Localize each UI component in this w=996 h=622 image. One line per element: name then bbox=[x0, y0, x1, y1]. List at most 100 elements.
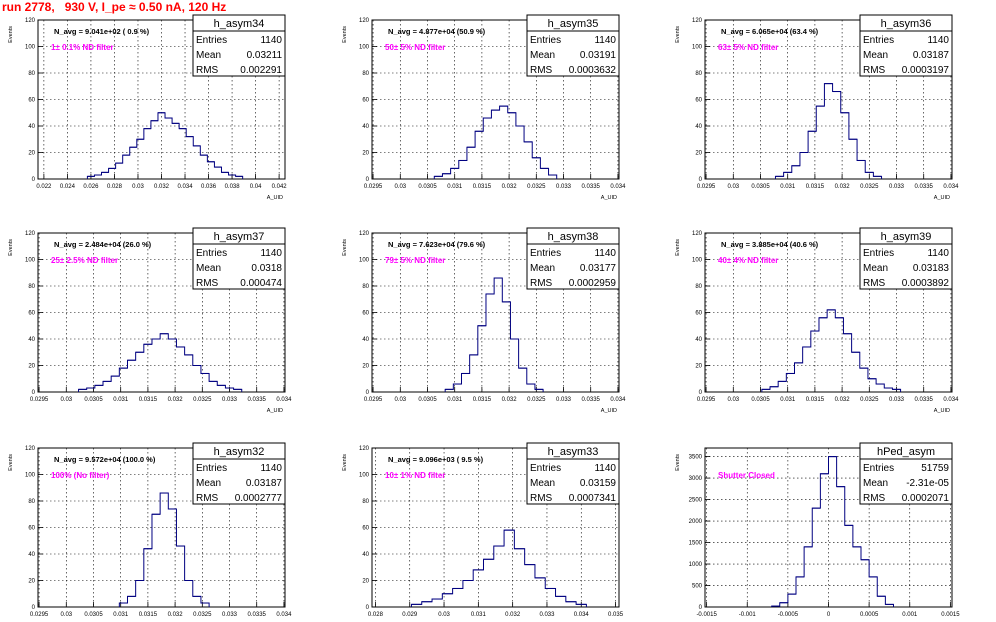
y-tick-label: 3000 bbox=[689, 476, 703, 482]
x-tick-label: 0.033 bbox=[556, 184, 572, 190]
stats-value: 0.0003892 bbox=[902, 278, 950, 289]
stats-title: h_asym35 bbox=[548, 18, 599, 30]
x-tick-label: 0.0335 bbox=[248, 612, 267, 618]
x-tick-label: 0.03 bbox=[394, 397, 406, 403]
stats-box bbox=[859, 14, 953, 77]
stats-value: 0.0007341 bbox=[569, 493, 617, 504]
stats-label: Mean bbox=[863, 50, 888, 61]
stats-label: Entries bbox=[530, 248, 561, 259]
y-tick-label: 100 bbox=[359, 258, 370, 264]
x-tick-label: 0.0295 bbox=[697, 397, 716, 403]
y-tick-label: 100 bbox=[359, 473, 370, 479]
filter-label: 25± 2.5% ND filter bbox=[51, 256, 118, 265]
y-tick-label: 120 bbox=[692, 231, 703, 237]
x-tick-label: 0.034 bbox=[610, 397, 626, 403]
stats-label: RMS bbox=[196, 65, 219, 76]
stats-value: 1140 bbox=[594, 463, 616, 474]
histogram-line bbox=[774, 83, 883, 179]
stats-value: 0.002291 bbox=[240, 65, 282, 76]
y-tick-label: 80 bbox=[695, 284, 702, 290]
y-tick-label: 0 bbox=[32, 177, 36, 183]
stats-value: 0.03191 bbox=[580, 50, 617, 61]
x-tick-label: 0.0325 bbox=[860, 397, 879, 403]
histogram-panel: 0.028 0.029 0.03 0.031 0.032 0.033 0.034 0.035 0… bbox=[342, 442, 624, 618]
stats-label: Entries bbox=[530, 463, 561, 474]
stats-title: h_asym39 bbox=[881, 231, 932, 243]
x-axis-label: A_UID bbox=[934, 195, 950, 201]
x-axis-label: A_UID bbox=[601, 195, 617, 201]
stats-title: h_asym33 bbox=[548, 446, 599, 458]
y-tick-label: 20 bbox=[695, 364, 702, 370]
stats-label: Mean bbox=[863, 263, 888, 274]
y-tick-label: 20 bbox=[362, 579, 369, 585]
y-tick-label: 100 bbox=[692, 258, 703, 264]
x-tick-label: 0.026 bbox=[83, 184, 99, 190]
x-tick-label: 0.031 bbox=[447, 397, 463, 403]
filter-label: 50± 5% ND filter bbox=[385, 43, 445, 52]
stats-value: 0.03211 bbox=[247, 50, 283, 61]
x-tick-label: 0.033 bbox=[556, 397, 572, 403]
stats-value: 0.03187 bbox=[246, 478, 283, 489]
x-tick-label: 0.0295 bbox=[364, 184, 383, 190]
y-tick-label: 80 bbox=[28, 284, 35, 290]
y-tick-label: 60 bbox=[362, 526, 369, 532]
x-tick-label: 0.0325 bbox=[860, 184, 879, 190]
navg-label: N_avg = 9.096e+03 ( 9.5 %) bbox=[388, 455, 484, 464]
x-tick-label: -0.0015 bbox=[696, 612, 717, 618]
y-tick-label: 120 bbox=[25, 18, 36, 24]
y-axis-label: Events bbox=[342, 239, 348, 256]
stats-title: h_asym36 bbox=[881, 18, 932, 30]
x-tick-label: 0.0305 bbox=[751, 397, 770, 403]
navg-label: N_avg = 7.623e+04 (79.6 %) bbox=[388, 240, 486, 249]
x-tick-label: 0.0305 bbox=[751, 184, 770, 190]
x-tick-label: 0.031 bbox=[113, 612, 129, 618]
stats-value: 1140 bbox=[927, 248, 949, 259]
stats-label: Entries bbox=[196, 463, 227, 474]
navg-label: N_avg = 3.885e+04 (40.6 %) bbox=[721, 240, 819, 249]
y-tick-label: 20 bbox=[28, 151, 35, 157]
y-tick-label: 20 bbox=[28, 364, 35, 370]
x-tick-label: 0.0295 bbox=[697, 184, 716, 190]
x-tick-label: 0.032 bbox=[502, 397, 518, 403]
stats-box bbox=[526, 227, 620, 290]
stats-title: h_asym37 bbox=[214, 231, 265, 243]
stats-label: RMS bbox=[530, 65, 553, 76]
x-tick-label: 0.032 bbox=[502, 184, 518, 190]
stats-label: RMS bbox=[863, 493, 886, 504]
stats-value: 51759 bbox=[921, 463, 949, 474]
histogram-panel: 0.0295 0.03 0.0305 0.031 0.0315 0.032 0.0325 0.… bbox=[8, 442, 292, 618]
y-axis-label: Events bbox=[8, 454, 14, 471]
x-tick-label: 0.032 bbox=[835, 184, 851, 190]
x-tick-label: 0.038 bbox=[225, 184, 241, 190]
y-tick-label: 60 bbox=[362, 98, 369, 104]
filter-label: 100% (No filter) bbox=[51, 471, 110, 480]
x-tick-label: 0.033 bbox=[889, 184, 905, 190]
histogram-line bbox=[761, 309, 902, 392]
stats-label: Mean bbox=[196, 50, 221, 61]
navg-label: N_avg = 9.041e+02 ( 0.9 %) bbox=[54, 27, 150, 36]
stats-label: RMS bbox=[530, 278, 553, 289]
histogram-line bbox=[410, 529, 587, 607]
y-tick-label: 0 bbox=[366, 177, 370, 183]
stats-label: Entries bbox=[196, 35, 227, 46]
histogram-panel: 0.0295 0.03 0.0305 0.031 0.0315 0.032 0.0325 0.… bbox=[675, 14, 959, 201]
x-tick-label: 0.029 bbox=[402, 612, 418, 618]
navg-label: N_avg = 6.065e+04 (63.4 %) bbox=[721, 27, 819, 36]
y-tick-label: 20 bbox=[362, 364, 369, 370]
y-tick-label: 60 bbox=[28, 526, 35, 532]
x-tick-label: 0.0015 bbox=[941, 612, 960, 618]
x-tick-label: 0.0325 bbox=[527, 184, 546, 190]
y-tick-label: 2500 bbox=[689, 498, 703, 504]
stats-value: 0.0003197 bbox=[902, 65, 950, 76]
y-axis-label: Events bbox=[675, 239, 681, 256]
x-tick-label: 0.0295 bbox=[30, 612, 49, 618]
y-tick-label: 80 bbox=[28, 499, 35, 505]
x-axis-label: A_UID bbox=[267, 408, 283, 414]
y-tick-label: 100 bbox=[359, 45, 370, 51]
stats-label: RMS bbox=[530, 493, 553, 504]
x-tick-label: 0.0305 bbox=[418, 397, 437, 403]
filter-label: 63± 5% ND filter bbox=[718, 43, 778, 52]
x-tick-label: 0.032 bbox=[154, 184, 170, 190]
y-tick-label: 100 bbox=[25, 473, 36, 479]
histogram-panel: -0.0015 -0.001 -0.0005 0 0.0005 0.001 0.0015 0 5… bbox=[675, 442, 960, 618]
